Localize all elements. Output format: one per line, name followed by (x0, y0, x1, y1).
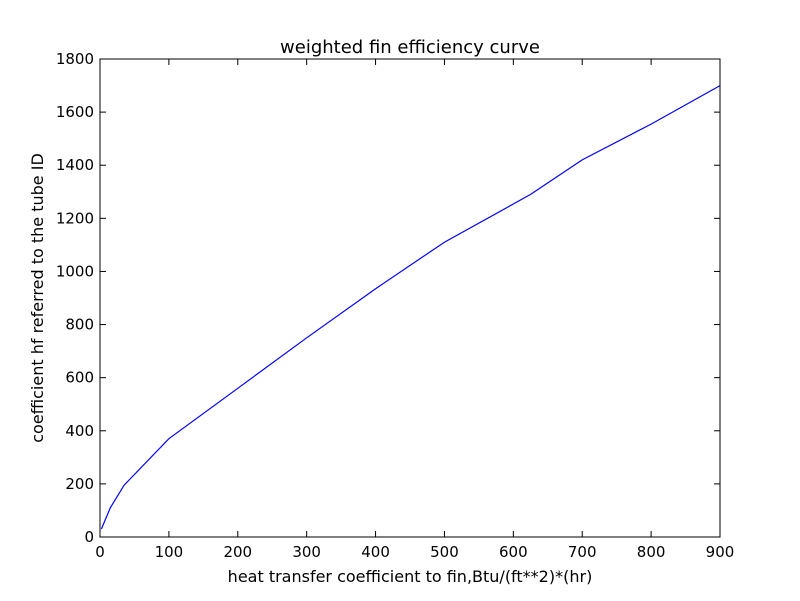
y-tick-label: 600 (65, 369, 94, 387)
x-tick-label: 100 (155, 543, 184, 561)
x-tick-label: 300 (292, 543, 321, 561)
plot-frame (99, 58, 721, 538)
y-tick-label: 800 (65, 316, 94, 334)
y-tick-label: 0 (84, 528, 94, 546)
y-tick-label: 1200 (56, 209, 94, 227)
y-tick-label: 400 (65, 422, 94, 440)
x-tick-label: 800 (637, 543, 666, 561)
x-tick-label: 500 (430, 543, 459, 561)
series-line (100, 85, 721, 530)
x-tick-label: 700 (568, 543, 597, 561)
chart-title: weighted fin efficiency curve (280, 37, 540, 58)
y-tick-label: 1800 (56, 50, 94, 68)
x-tick-label: 400 (361, 543, 390, 561)
y-tick-label: 1000 (56, 262, 94, 280)
y-tick-label: 1400 (56, 156, 94, 174)
x-axis-title: heat transfer coefficient to fin,Btu/(ft… (228, 567, 593, 586)
y-axis-title: coefficient hf referred to the tube ID (28, 153, 47, 443)
x-tick-label: 600 (499, 543, 528, 561)
y-tick-label: 1600 (56, 103, 94, 121)
x-tick-label: 900 (706, 543, 735, 561)
x-tick-label: 0 (95, 543, 105, 561)
x-tick-label: 200 (223, 543, 252, 561)
y-tick-label: 200 (65, 475, 94, 493)
